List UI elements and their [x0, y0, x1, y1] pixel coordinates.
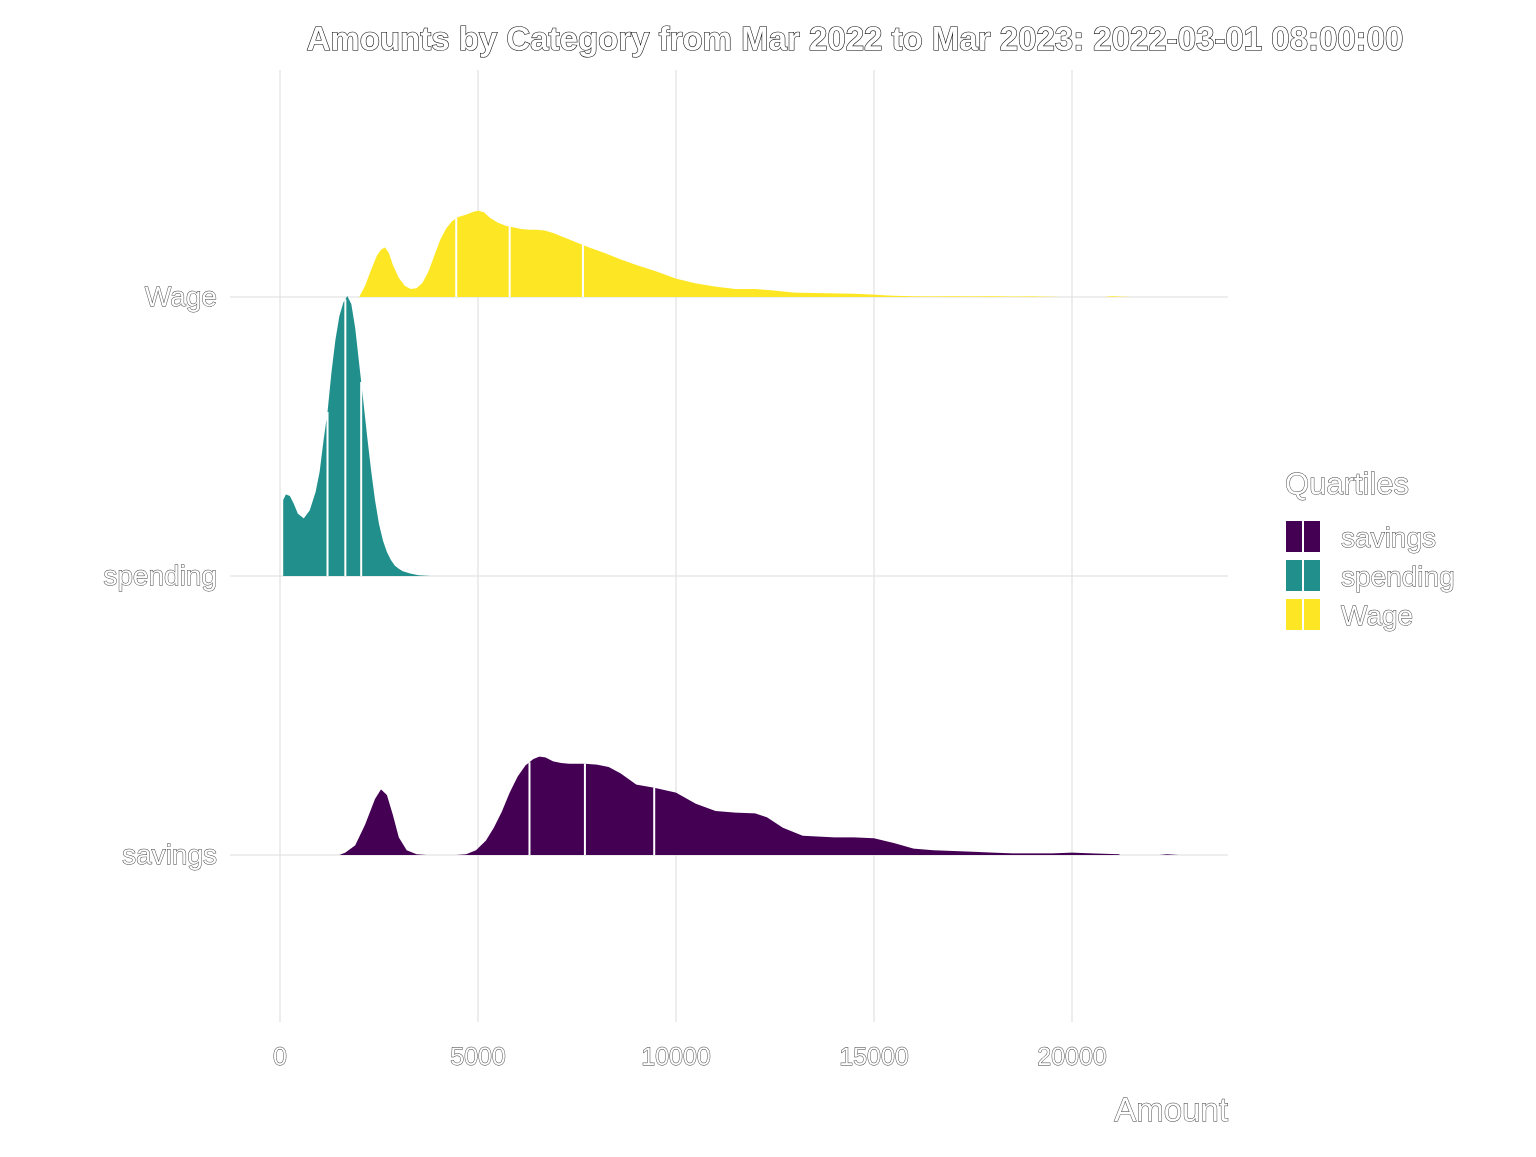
ridges-layer [283, 210, 1179, 855]
ridge-area-savings-0 [339, 789, 427, 855]
x-tick-label-15000: 15000 [839, 1043, 909, 1071]
ridge-area-spending-0 [283, 296, 431, 576]
x-axis-label: Amount [1114, 1091, 1228, 1128]
y-tick-label-savings: savings [122, 839, 217, 870]
y-tick-label-spending: spending [103, 560, 217, 591]
ridge-Wage [359, 210, 1132, 297]
legend-label-Wage: Wage [1341, 600, 1413, 631]
ridge-area-Wage-0 [359, 210, 1061, 297]
axis-layer: Amounts by Category from Mar 2022 to Mar… [103, 19, 1404, 1128]
legend-label-savings: savings [1341, 522, 1436, 553]
ridge-area-Wage-1 [1103, 296, 1132, 297]
legend: Quartiles savings spending Wage [1285, 466, 1456, 632]
x-tick-label-10000: 10000 [641, 1043, 711, 1071]
ridge-spending [283, 296, 431, 576]
legend-item-savings: savings [1286, 521, 1436, 553]
legend-label-spending: spending [1341, 561, 1455, 592]
x-tick-label-5000: 5000 [450, 1043, 506, 1071]
y-tick-label-Wage: Wage [145, 281, 217, 312]
chart-title: Amounts by Category from Mar 2022 to Mar… [307, 20, 1404, 57]
x-tick-label-0: 0 [273, 1043, 287, 1071]
legend-item-spending: spending [1286, 560, 1455, 592]
ridge-area-savings-2 [1159, 854, 1179, 855]
legend-item-Wage: Wage [1286, 599, 1414, 631]
legend-title: Quartiles [1285, 466, 1409, 501]
x-tick-label-20000: 20000 [1037, 1043, 1107, 1071]
ridge-savings [339, 756, 1179, 855]
ridge-area-savings-1 [456, 756, 1120, 855]
